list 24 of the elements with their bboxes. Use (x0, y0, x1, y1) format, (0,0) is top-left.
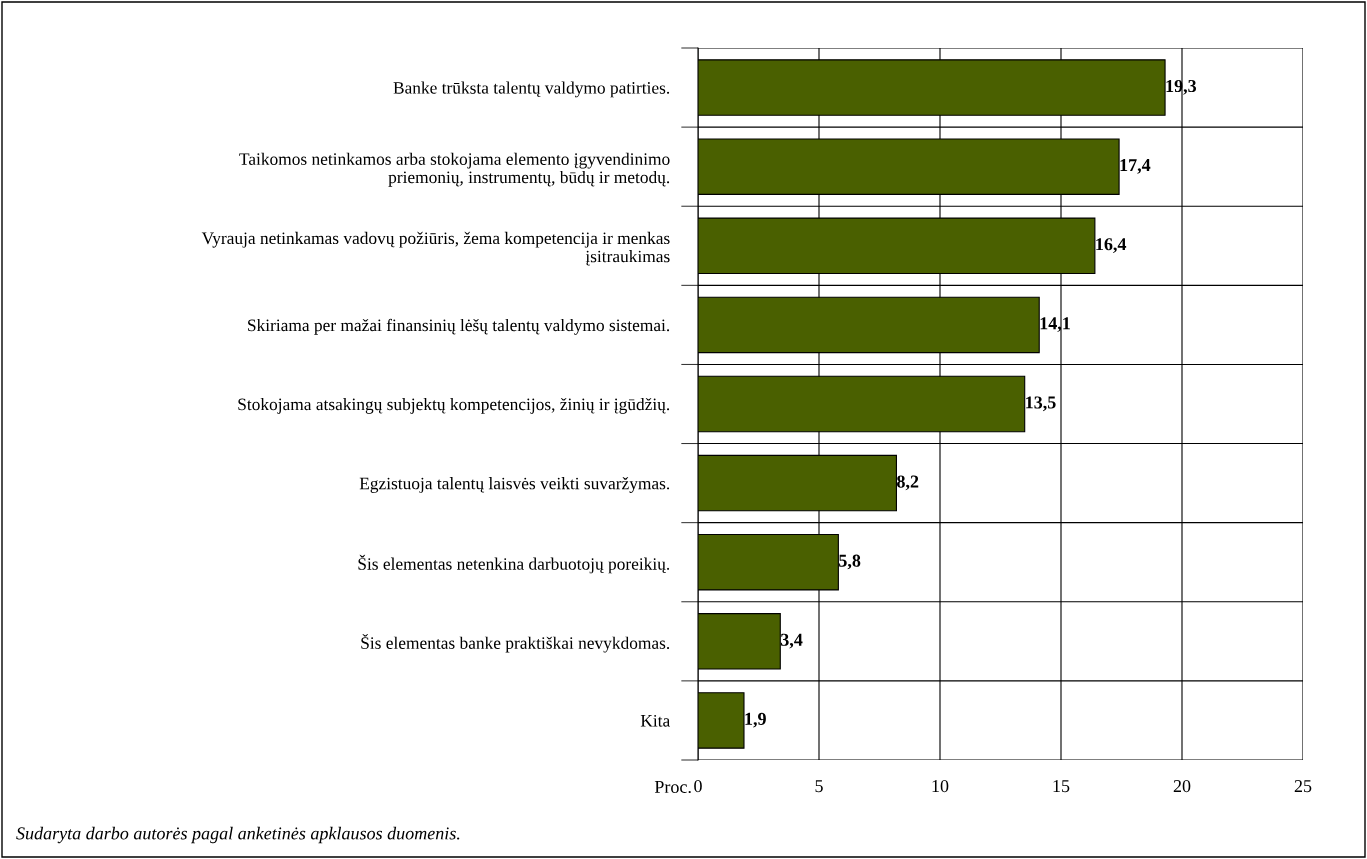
data-label: 3,4 (780, 633, 803, 649)
y-tick-label: Kita (640, 714, 670, 727)
data-label: 16,4 (1096, 238, 1127, 253)
data-label: 13,5 (1026, 396, 1056, 412)
y-tick-label: Šis elementas banke praktiškai nevykdomas. (361, 633, 670, 653)
y-tick-label: Banke trūksta talentų valdymo patirties. (393, 81, 670, 98)
y-tick-label: Stokojama atsakingų subjektų kompetencijos, žinių ir įgūdžių. (238, 397, 670, 414)
data-label: 8,2 (897, 475, 919, 491)
x-tick-label: 10 (932, 779, 949, 793)
y-tick-label: Šis elementas netenkina darbuotojų poreikių. (358, 554, 670, 574)
data-label: 1,9 (745, 712, 766, 728)
x-tick-label: 5 (815, 780, 823, 793)
text: Sudaryta darbo autorės pagal anketinės apklausos duomenis. (16, 826, 460, 844)
y-tick-label: Egzistuoja talentų laisvės veikti suvaržymas. (359, 477, 670, 493)
y-tick-label: Taikomos netinkamos arba stokojama elemento įgyvendinimo priemonių, instrumentų, būdų ir metodų. (239, 152, 670, 187)
x-tick-label: 0 (694, 779, 702, 793)
x-axis-title: Proc. (654, 781, 691, 794)
x-tick-label: 25 (1294, 780, 1312, 793)
data-label: 5,8 (839, 554, 861, 570)
y-tick-label: Vyrauja netinkamas vadovų požiūris, žema kompetencija ir menkas įsitraukimas (201, 231, 670, 266)
y-tick-label: Skiriama per mažai finansinių lėšų talentų valdymo sistemai. (248, 318, 670, 335)
data-label: 17,4 (1120, 159, 1151, 174)
x-tick-label: 20 (1173, 779, 1191, 793)
x-tick-label: 15 (1053, 780, 1070, 793)
